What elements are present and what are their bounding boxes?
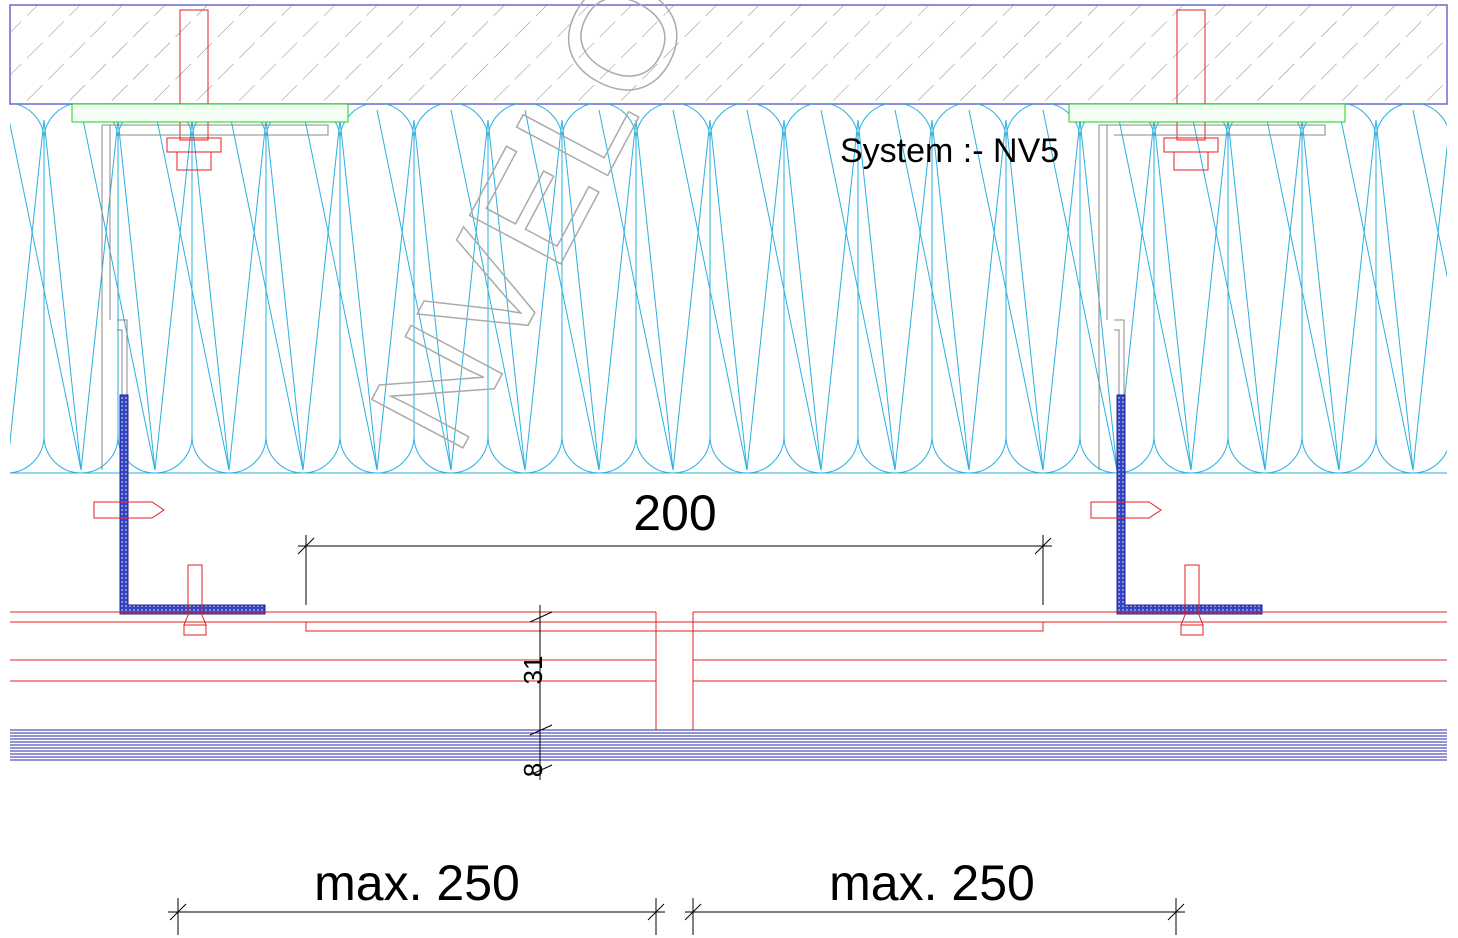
- bracket: [71, 9, 349, 636]
- screw: [1090, 501, 1162, 519]
- concrete-wall: [9, 4, 1448, 105]
- insulation-loop: [265, 104, 341, 473]
- red-anchor: [1176, 9, 1206, 141]
- insulation-loop: [1153, 104, 1229, 473]
- bracket: [1068, 9, 1346, 636]
- insulation-loop: [43, 104, 119, 473]
- insulation-fibre: [191, 109, 304, 471]
- insulation-fibre: [43, 109, 156, 471]
- screw: [183, 564, 207, 636]
- insulation-loop: [1227, 104, 1303, 473]
- insulation-fibre: [117, 109, 230, 471]
- insulation-fibre: [265, 109, 378, 471]
- insulation-loop: [10, 104, 45, 473]
- facade-panel: [10, 729, 1447, 761]
- insulation-loop: [191, 104, 267, 473]
- insulation-loop: [1375, 104, 1447, 473]
- screw: [93, 501, 165, 519]
- red-anchor: [179, 9, 209, 141]
- cladding-lines: [10, 611, 1447, 730]
- thermal-pad: [71, 103, 349, 123]
- screw: [1180, 564, 1204, 636]
- rail: [101, 124, 329, 470]
- dimension-label: 200: [633, 485, 716, 541]
- insulation-fibre: [10, 119, 82, 471]
- rail: [1098, 124, 1326, 470]
- dimension-label: max. 250: [829, 855, 1035, 911]
- red-nut: [176, 151, 212, 171]
- insulation-fibre: [1375, 109, 1447, 471]
- red-nut: [1173, 151, 1209, 171]
- thermal-pad: [1068, 103, 1346, 123]
- system-label: System :- NV5: [840, 132, 1059, 170]
- insulation-loop: [117, 104, 193, 473]
- l-angle: [1116, 394, 1263, 615]
- insulation-fibre: [709, 109, 822, 471]
- insulation: [10, 104, 1447, 473]
- l-angle: [119, 394, 266, 615]
- dimension-lines: [168, 535, 1185, 935]
- insulation-loop: [709, 104, 785, 473]
- dimension-label: 31: [518, 656, 548, 685]
- insulation-fibre: [1153, 109, 1266, 471]
- insulation-fibre: [1301, 109, 1414, 471]
- insulation-fibre: [1227, 109, 1340, 471]
- brackets: [71, 9, 1346, 636]
- dimension-label: 8: [518, 763, 548, 777]
- insulation-loop: [1301, 104, 1377, 473]
- insulation-fibre: [635, 109, 748, 471]
- dimension-label: max. 250: [314, 855, 520, 911]
